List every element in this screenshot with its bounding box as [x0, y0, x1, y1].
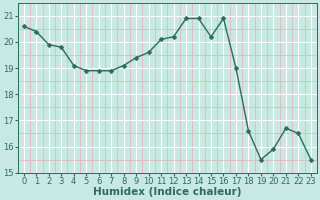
X-axis label: Humidex (Indice chaleur): Humidex (Indice chaleur)	[93, 187, 242, 197]
